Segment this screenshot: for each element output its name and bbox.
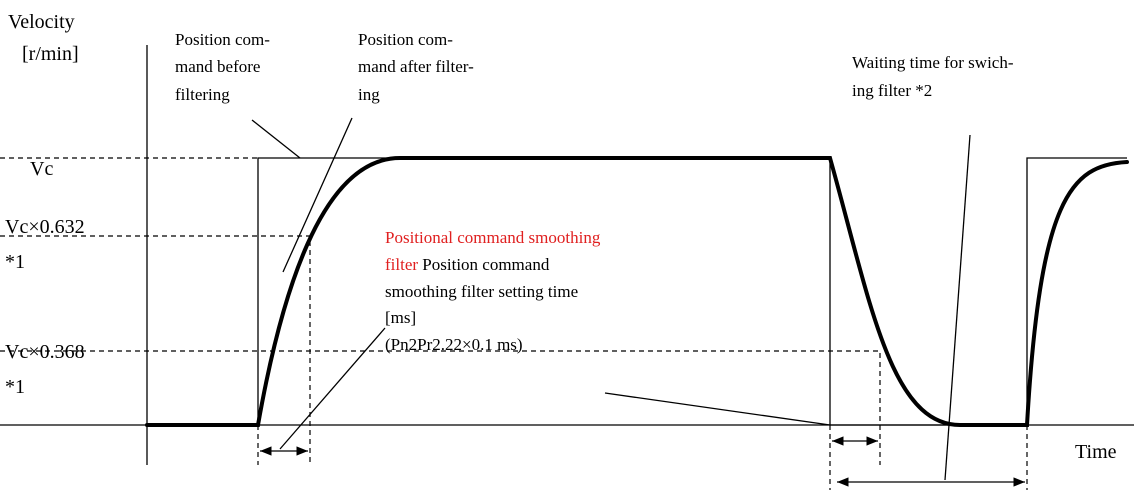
- filter-name: Positional command smoothing: [385, 228, 601, 247]
- filter-text: [ms]: [385, 308, 416, 327]
- level-label: Vc×0.632: [5, 216, 85, 238]
- filter-text: smoothing filter setting time: [385, 282, 578, 301]
- level-label: *1: [5, 251, 25, 273]
- level-label: *1: [5, 376, 25, 398]
- callout: Position com-: [358, 30, 453, 49]
- command-after: [145, 156, 1129, 427]
- filter-note: filter Position command: [385, 255, 550, 274]
- guides: [0, 157, 1028, 490]
- x-label: Time: [1075, 441, 1117, 463]
- level-label: Vc: [30, 158, 53, 180]
- callout: ing: [358, 85, 380, 104]
- callout: Position com-: [175, 30, 270, 49]
- y-label: Velocity: [8, 11, 75, 33]
- dimension-arrows: [260, 436, 1025, 487]
- filter-text: Position command: [422, 255, 550, 274]
- callout: ing filter *2: [852, 81, 932, 100]
- callout: filtering: [175, 85, 230, 104]
- leader-lines: [251, 117, 971, 481]
- callout: Waiting time for swich-: [852, 53, 1014, 72]
- filter-name: filter: [385, 255, 418, 274]
- y-label: [r/min]: [22, 43, 79, 65]
- callout: mand after filter-: [358, 57, 474, 76]
- filter-formula: (Pn2Pr2.22×0.1 ms): [385, 335, 523, 354]
- command-before: [147, 157, 1127, 426]
- level-label: Vc×0.368: [5, 341, 85, 363]
- callout: mand before: [175, 57, 260, 76]
